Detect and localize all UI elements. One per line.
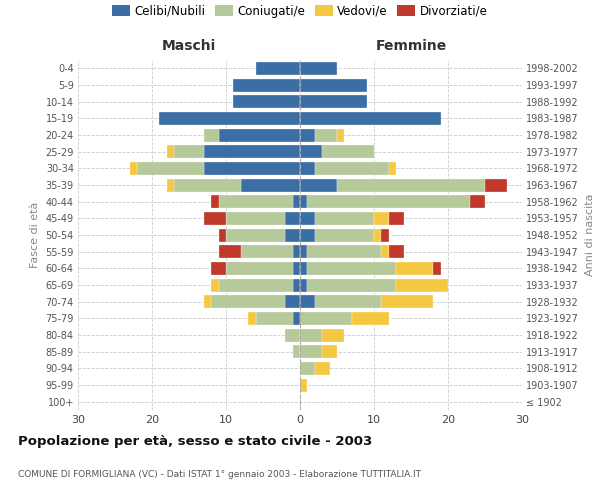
Bar (337, 178, 485, 192)
Bar (241, 245, 293, 258)
Bar (218, 245, 241, 258)
Bar (315, 295, 382, 308)
Bar (352, 312, 389, 325)
Y-axis label: Fasce di età: Fasce di età (30, 202, 40, 268)
Bar (160, 112, 300, 125)
Bar (307, 195, 470, 208)
Text: COMUNE DI FORMIGLIANA (VC) - Dati ISTAT 1° gennaio 2003 - Elaborazione TUTTITALI: COMUNE DI FORMIGLIANA (VC) - Dati ISTAT … (18, 470, 421, 479)
Bar (374, 212, 389, 225)
Text: Popolazione per età, sesso e stato civile - 2003: Popolazione per età, sesso e stato civil… (18, 435, 372, 448)
Bar (285, 212, 300, 225)
Bar (300, 362, 315, 375)
Bar (382, 295, 433, 308)
Bar (285, 228, 300, 241)
Bar (322, 145, 374, 158)
Bar (300, 78, 367, 92)
Bar (374, 228, 382, 241)
Bar (300, 278, 307, 291)
Bar (315, 228, 374, 241)
Bar (315, 128, 337, 141)
Legend: Celibi/Nubili, Coniugati/e, Vedovi/e, Divorziati/e: Celibi/Nubili, Coniugati/e, Vedovi/e, Di… (107, 0, 493, 22)
Bar (226, 228, 285, 241)
Bar (315, 362, 329, 375)
Bar (211, 262, 226, 275)
Bar (204, 162, 300, 175)
Bar (300, 328, 322, 342)
Bar (293, 312, 300, 325)
Bar (293, 195, 300, 208)
Bar (211, 295, 285, 308)
Bar (322, 328, 344, 342)
Bar (433, 262, 440, 275)
Bar (174, 178, 241, 192)
Text: Maschi: Maschi (162, 38, 216, 52)
Bar (307, 245, 382, 258)
Bar (248, 312, 256, 325)
Bar (204, 212, 226, 225)
Bar (285, 295, 300, 308)
Bar (382, 228, 389, 241)
Bar (256, 312, 293, 325)
Bar (256, 62, 300, 75)
Bar (396, 278, 448, 291)
Bar (300, 95, 367, 108)
Bar (300, 145, 322, 158)
Text: Femmine: Femmine (376, 38, 446, 52)
Bar (211, 195, 218, 208)
Bar (293, 278, 300, 291)
Bar (300, 378, 307, 392)
Bar (389, 162, 396, 175)
Bar (485, 178, 507, 192)
Bar (293, 262, 300, 275)
Bar (300, 212, 315, 225)
Bar (389, 212, 404, 225)
Bar (233, 95, 300, 108)
Bar (226, 262, 293, 275)
Bar (389, 245, 404, 258)
Bar (300, 228, 315, 241)
Bar (300, 112, 440, 125)
Bar (218, 195, 293, 208)
Bar (204, 145, 300, 158)
Bar (204, 128, 218, 141)
Bar (337, 128, 344, 141)
Bar (315, 162, 389, 175)
Bar (293, 345, 300, 358)
Bar (300, 262, 307, 275)
Bar (322, 345, 337, 358)
Bar (204, 295, 211, 308)
Bar (300, 178, 337, 192)
Bar (218, 128, 300, 141)
Bar (300, 312, 352, 325)
Bar (300, 128, 315, 141)
Bar (307, 278, 396, 291)
Bar (226, 212, 285, 225)
Bar (300, 245, 307, 258)
Bar (300, 195, 307, 208)
Y-axis label: Anni di nascita: Anni di nascita (584, 194, 595, 276)
Bar (300, 345, 322, 358)
Bar (315, 212, 374, 225)
Bar (130, 162, 137, 175)
Bar (396, 262, 433, 275)
Bar (167, 145, 174, 158)
Bar (233, 78, 300, 92)
Bar (167, 178, 174, 192)
Bar (137, 162, 204, 175)
Bar (211, 278, 218, 291)
Bar (174, 145, 204, 158)
Bar (293, 245, 300, 258)
Bar (470, 195, 485, 208)
Bar (382, 245, 389, 258)
Bar (300, 162, 315, 175)
Bar (218, 228, 226, 241)
Bar (300, 62, 337, 75)
Bar (285, 328, 300, 342)
Bar (241, 178, 300, 192)
Bar (218, 278, 293, 291)
Bar (300, 295, 315, 308)
Bar (307, 262, 396, 275)
